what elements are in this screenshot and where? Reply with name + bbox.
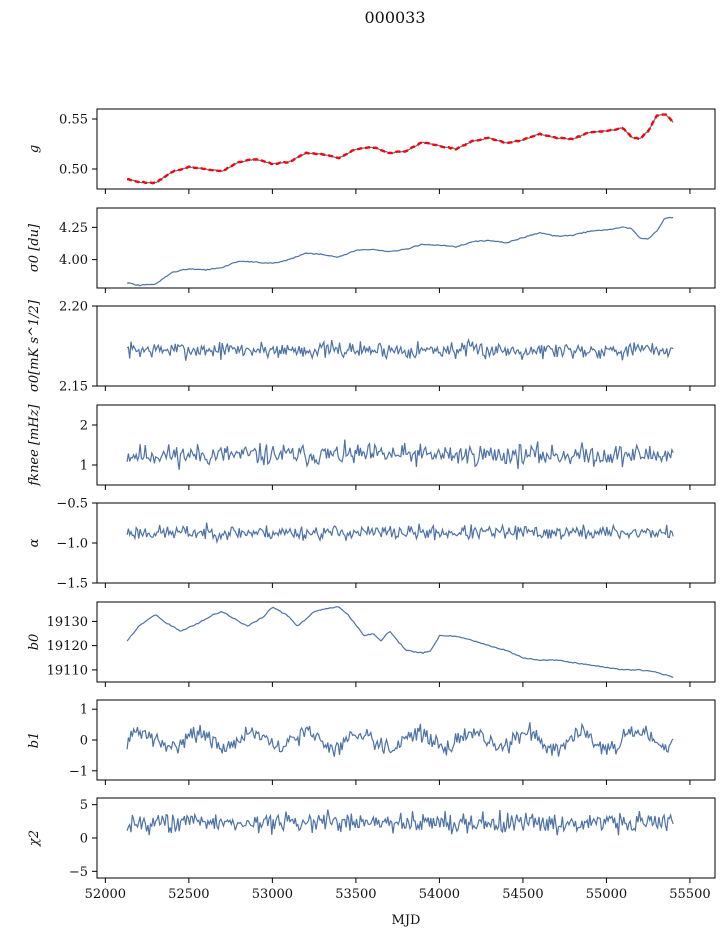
ytick-label-alpha: −1.0 bbox=[56, 537, 88, 552]
ylabel-b1: b1 bbox=[27, 732, 42, 749]
ytick-label-chi2: 0 bbox=[80, 832, 88, 847]
xtick-label: 54000 bbox=[419, 887, 460, 902]
xtick-label: 53500 bbox=[335, 887, 376, 902]
xlabel: MJD bbox=[392, 913, 421, 928]
axes-frame-f_knee bbox=[96, 404, 716, 486]
panel-chi2: −5 0 5 52000 52500 53000 53500 54000 54500 55000 5… bbox=[27, 797, 716, 902]
figure-title: 000033 bbox=[364, 8, 425, 27]
axes-frame-b0 bbox=[96, 601, 716, 683]
panel-sigma0_du: 4.00 4.25 σ0 [du] bbox=[27, 207, 716, 293]
panel-alpha: −1.5 −1.0 −0.5 α bbox=[27, 497, 716, 592]
panel-b0: 19110 19120 19130 b0 bbox=[27, 601, 716, 687]
ylabel-sigma0_mks: σ0[mK s^1/2] bbox=[27, 299, 42, 392]
overlay-line-g bbox=[127, 113, 675, 185]
axes-frame-sigma0_mks bbox=[96, 305, 716, 387]
ytick-label-chi2: 5 bbox=[80, 798, 88, 813]
series-line-chi2 bbox=[126, 809, 674, 836]
xtick-label: 54500 bbox=[502, 887, 543, 902]
panels: 0.50 0.55 g 4.00 4.25 σ0 [du] 2.15 2.20 σ0[mK s^… bbox=[27, 108, 716, 928]
ytick-label-f_knee: 1 bbox=[80, 459, 88, 474]
ytick-label-b1: 1 bbox=[80, 703, 88, 718]
ylabel-alpha: α bbox=[27, 538, 42, 547]
xtick-label: 52500 bbox=[168, 887, 209, 902]
ytick-label-sigma0_du: 4.25 bbox=[59, 221, 88, 236]
ytick-label-alpha: −1.5 bbox=[56, 577, 88, 592]
ytick-label-sigma0_mks: 2.15 bbox=[59, 380, 88, 395]
series-line-b1 bbox=[126, 722, 674, 757]
ytick-label-chi2: −5 bbox=[69, 865, 88, 880]
series-line-f_knee bbox=[126, 439, 674, 470]
series-line-alpha bbox=[126, 522, 674, 545]
ytick-label-sigma0_mks: 2.20 bbox=[59, 300, 88, 315]
axes-frame-alpha bbox=[96, 502, 716, 584]
series-line-g bbox=[127, 114, 674, 184]
series-line-b0 bbox=[126, 606, 674, 678]
panel-f_knee: 1 2 fknee [mHz] bbox=[27, 403, 716, 490]
ytick-label-b0: 19130 bbox=[47, 615, 88, 630]
ytick-label-b0: 19110 bbox=[47, 663, 88, 678]
xtick-label: 55000 bbox=[586, 887, 627, 902]
ylabel-b0: b0 bbox=[27, 634, 42, 651]
xtick-label: 55500 bbox=[669, 887, 710, 902]
ylabel-sigma0_du: σ0 [du] bbox=[27, 223, 42, 272]
xtick-label: 53000 bbox=[252, 887, 293, 902]
series-line-sigma0_du bbox=[127, 216, 674, 287]
ylabel-f_knee: fknee [mHz] bbox=[27, 403, 42, 486]
ytick-label-f_knee: 2 bbox=[80, 419, 88, 434]
ytick-label-sigma0_du: 4.00 bbox=[59, 253, 88, 268]
panel-sigma0_mks: 2.15 2.20 σ0[mK s^1/2] bbox=[27, 299, 716, 395]
ylabel-chi2: χ2 bbox=[27, 830, 42, 847]
ytick-label-g: 0.50 bbox=[59, 163, 88, 178]
axes-frame-g bbox=[96, 108, 716, 190]
ytick-label-b1: 0 bbox=[80, 734, 88, 749]
axes-frame-sigma0_du bbox=[96, 207, 716, 289]
ytick-label-alpha: −0.5 bbox=[56, 497, 88, 512]
ytick-label-g: 0.55 bbox=[59, 113, 88, 128]
axes-frame-chi2 bbox=[96, 797, 716, 879]
ytick-label-b1: −1 bbox=[69, 764, 88, 779]
series-line-sigma0_mks bbox=[126, 337, 674, 361]
xtick-label: 52000 bbox=[85, 887, 126, 902]
ylabel-g: g bbox=[27, 145, 42, 153]
panel-b1: −1 0 1 b1 bbox=[27, 699, 716, 785]
panel-g: 0.50 0.55 g bbox=[27, 108, 716, 194]
ytick-label-b0: 19120 bbox=[47, 639, 88, 654]
